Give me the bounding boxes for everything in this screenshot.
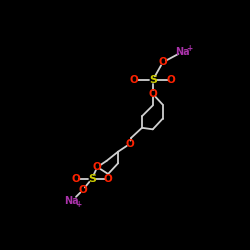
Text: O: O bbox=[93, 162, 102, 172]
Text: O: O bbox=[72, 174, 80, 184]
Text: O: O bbox=[125, 139, 134, 149]
Text: Na: Na bbox=[64, 196, 79, 206]
Text: +: + bbox=[75, 200, 82, 209]
Text: S: S bbox=[149, 75, 157, 85]
Text: O: O bbox=[78, 185, 87, 195]
Text: +: + bbox=[186, 44, 192, 52]
Text: Na: Na bbox=[176, 46, 190, 56]
Text: O: O bbox=[130, 75, 139, 85]
Text: O: O bbox=[104, 174, 112, 184]
Text: O: O bbox=[158, 57, 167, 67]
Text: O: O bbox=[167, 75, 175, 85]
Text: S: S bbox=[88, 174, 96, 184]
Text: O: O bbox=[148, 89, 157, 99]
